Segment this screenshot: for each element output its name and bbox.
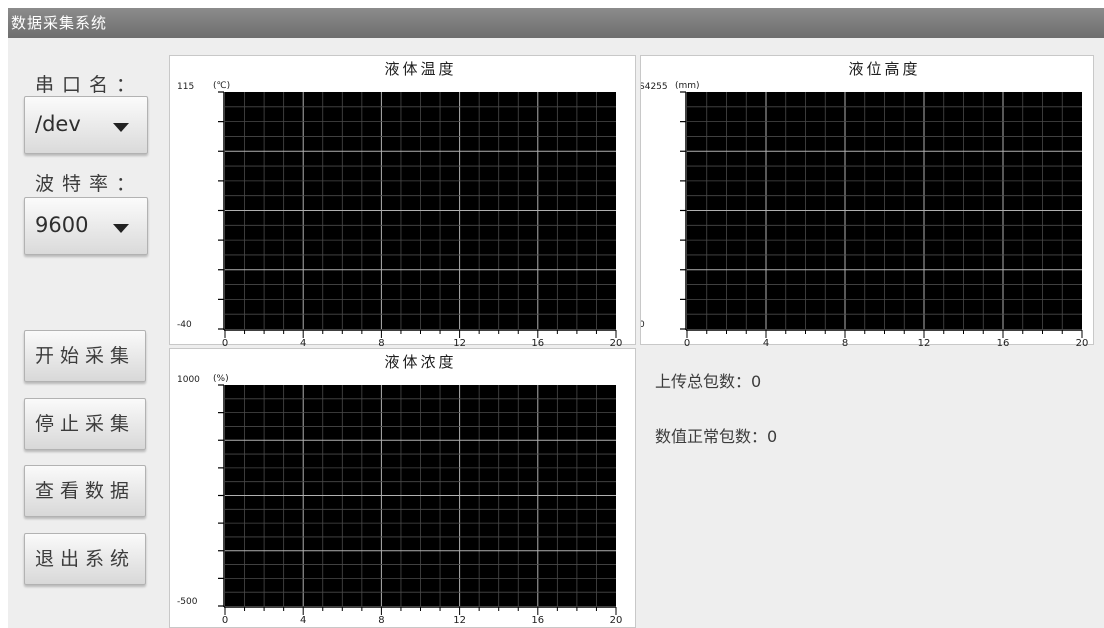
exit-system-button[interactable]: 退出系统 <box>24 533 146 585</box>
chart-svg: 液体温度 115 -40 (℃) 0 4 8 12 16 20 <box>177 60 623 346</box>
chart-svg: 液体浓度 1000 -500 (%) 0 4 8 12 16 20 <box>177 353 623 626</box>
uploaded-packets-label: 上传总包数： <box>655 372 752 391</box>
start-capture-button[interactable]: 开始采集 <box>24 330 146 382</box>
valid-packets-value: 0 <box>767 427 778 446</box>
x-tick-label: 16 <box>531 615 544 626</box>
y-tick-label: S4255 <box>641 82 668 92</box>
chevron-down-icon <box>113 123 129 132</box>
y-tick-label: 0 <box>641 320 645 330</box>
x-tick-label: 8 <box>842 338 848 346</box>
app-window: 数据采集系统 串口名： /dev 波特率： 9600 开始采集 停止采集 查看数… <box>8 8 1104 628</box>
x-tick-label: 12 <box>453 615 466 626</box>
x-tick-label: 20 <box>1076 338 1089 346</box>
x-tick-label: 0 <box>222 615 228 626</box>
y-tick-label: 115 <box>177 82 194 92</box>
temperature-chart: 液体温度 115 -40 (℃) 0 4 8 12 16 20 <box>169 55 636 346</box>
x-tick-label: 8 <box>378 615 384 626</box>
x-tick-label: 0 <box>222 338 228 346</box>
x-tick-label: 20 <box>610 338 623 346</box>
y-axis-label: (℃) <box>213 81 230 91</box>
x-tick-label: 8 <box>378 338 384 346</box>
y-tick-label: 1000 <box>177 375 200 385</box>
baud-rate-select[interactable]: 9600 <box>24 197 148 255</box>
serial-port-label: 串口名： <box>35 74 144 96</box>
x-tick-label: 4 <box>300 338 306 346</box>
level-chart: 液位高度 S4255 0 (mm) 0 4 8 12 16 20 <box>640 55 1094 346</box>
uploaded-packets-value: 0 <box>751 372 762 391</box>
x-tick-label: 0 <box>684 338 690 346</box>
title-bar: 数据采集系统 <box>8 8 1104 38</box>
concentration-chart: 液体浓度 1000 -500 (%) 0 4 8 12 16 20 <box>169 348 636 628</box>
x-tick-label: 4 <box>300 615 306 626</box>
y-tick-label: -500 <box>177 597 198 607</box>
chart-title: 液位高度 <box>848 60 920 78</box>
x-tick-label: 12 <box>453 338 466 346</box>
stop-capture-button[interactable]: 停止采集 <box>24 398 146 450</box>
x-tick-label: 20 <box>610 615 623 626</box>
y-axis-label: (%) <box>213 374 229 384</box>
chart-svg: 液位高度 S4255 0 (mm) 0 4 8 12 16 20 <box>641 60 1089 346</box>
baud-rate-value: 9600 <box>35 213 89 237</box>
x-tick-label: 16 <box>531 338 544 346</box>
view-data-button[interactable]: 查看数据 <box>24 465 146 517</box>
serial-port-select[interactable]: /dev <box>24 96 148 154</box>
chevron-down-icon <box>113 224 129 233</box>
valid-packets-label: 数值正常包数： <box>655 427 768 446</box>
x-tick-label: 4 <box>763 338 769 346</box>
chart-title: 液体温度 <box>384 60 456 78</box>
x-tick-label: 12 <box>918 338 931 346</box>
x-tick-label: 16 <box>997 338 1010 346</box>
y-tick-label: -40 <box>177 320 192 330</box>
uploaded-packets-stat: 上传总包数：0 <box>655 368 761 392</box>
baud-rate-label: 波特率： <box>35 173 144 195</box>
chart-title: 液体浓度 <box>384 353 456 371</box>
valid-packets-stat: 数值正常包数：0 <box>655 423 777 447</box>
y-axis-label: (mm) <box>675 81 700 91</box>
serial-port-value: /dev <box>35 112 81 136</box>
